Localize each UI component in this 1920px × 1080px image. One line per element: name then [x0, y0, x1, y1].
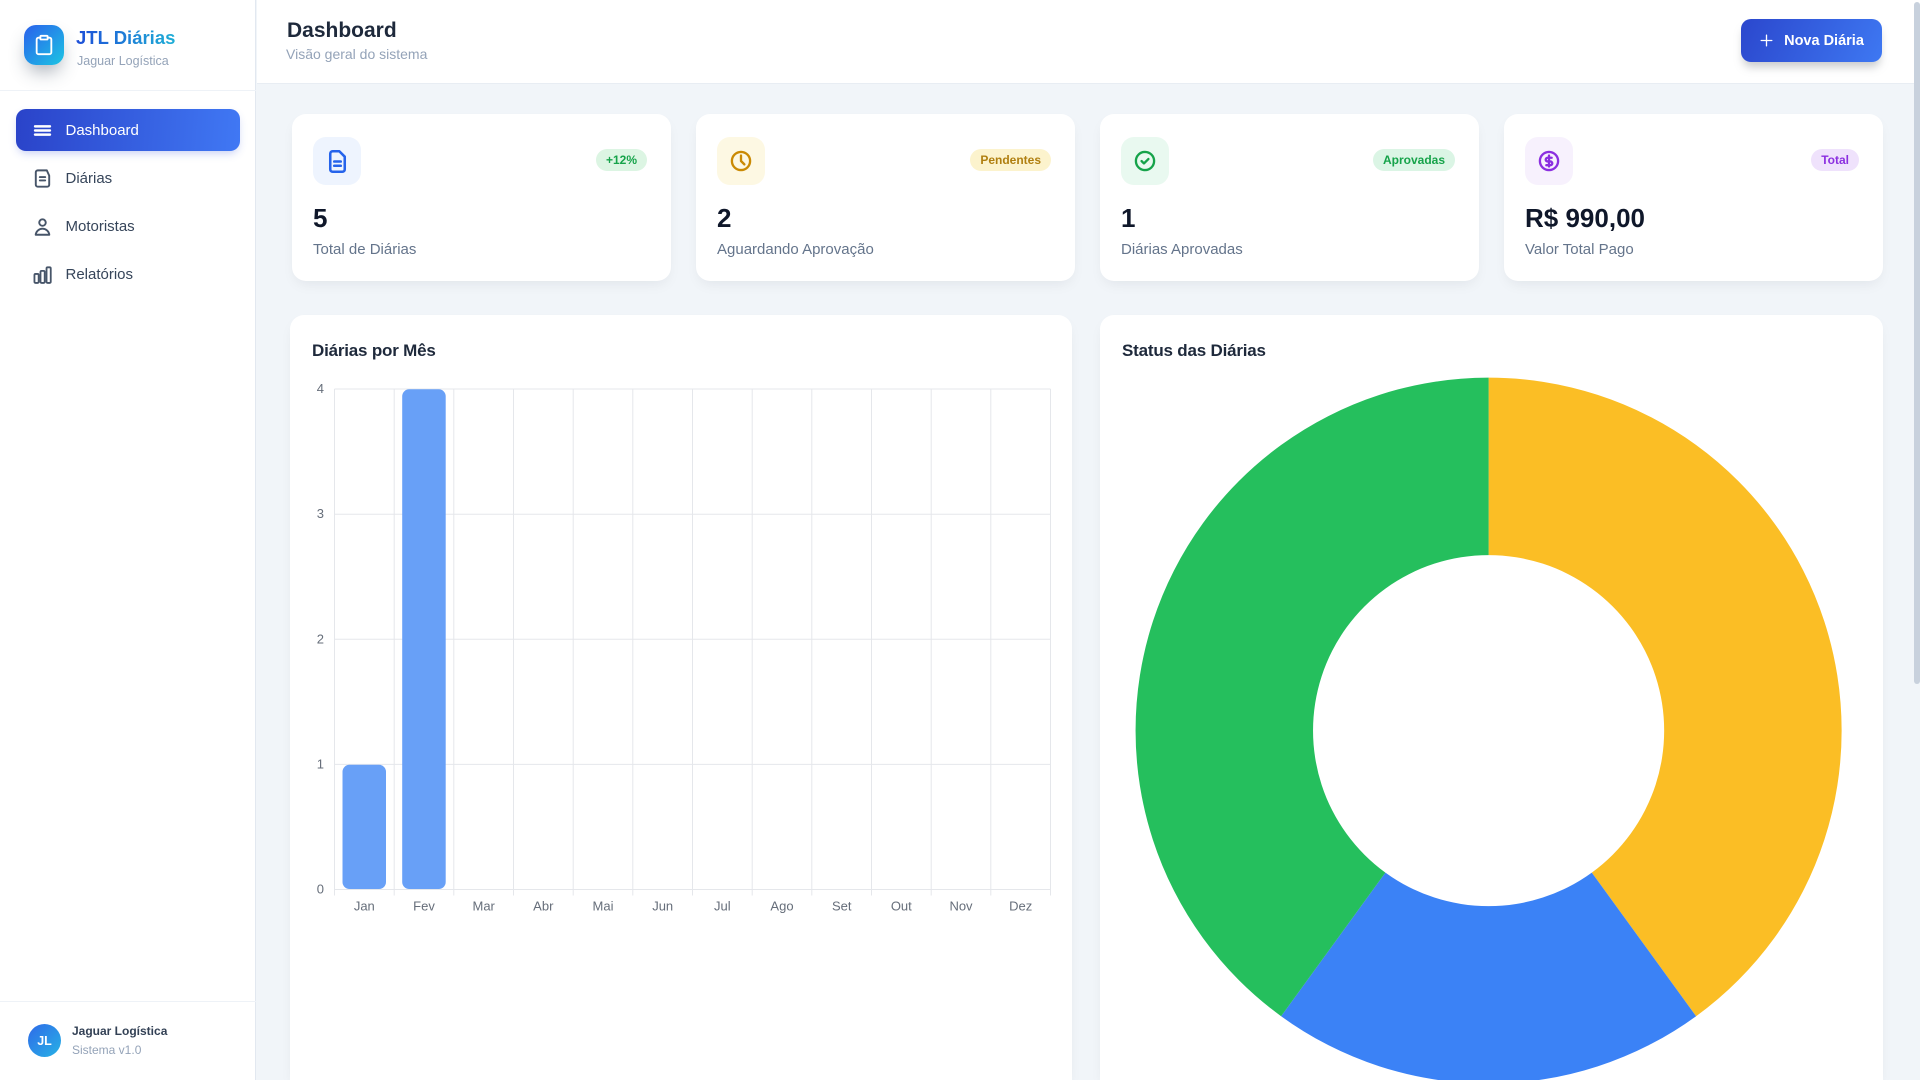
svg-text:Ago: Ago: [770, 899, 793, 914]
svg-text:Mar: Mar: [473, 899, 496, 914]
svg-text:Fev: Fev: [413, 899, 435, 914]
svg-text:Out: Out: [891, 899, 912, 914]
svg-text:3: 3: [317, 506, 324, 521]
svg-text:Set: Set: [832, 899, 852, 914]
svg-text:Mai: Mai: [593, 899, 614, 914]
svg-text:Abr: Abr: [533, 899, 554, 914]
svg-text:Jul: Jul: [714, 899, 731, 914]
svg-text:1: 1: [317, 756, 324, 771]
svg-text:0: 0: [317, 882, 324, 897]
svg-text:4: 4: [317, 381, 324, 396]
svg-text:Dez: Dez: [1009, 899, 1032, 914]
svg-text:2: 2: [317, 631, 324, 646]
svg-text:Nov: Nov: [949, 899, 973, 914]
svg-text:Jun: Jun: [652, 899, 673, 914]
svg-text:Jan: Jan: [354, 899, 375, 914]
